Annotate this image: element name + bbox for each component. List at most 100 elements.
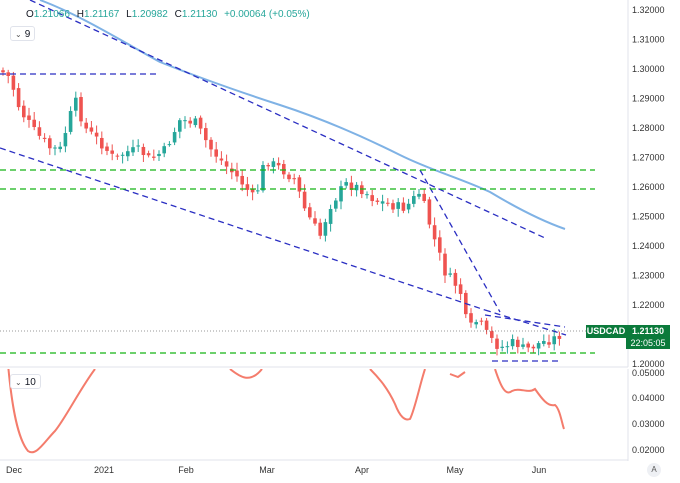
time-axis-label: 2021 <box>94 465 114 475</box>
candle-body <box>131 147 135 153</box>
candle-body <box>443 253 447 276</box>
auto-scale-icon[interactable]: A <box>647 463 661 477</box>
indicator-axis-label: 0.03000 <box>632 419 665 429</box>
candle-body <box>516 339 520 348</box>
trend-line[interactable] <box>0 147 486 311</box>
indicator-legend[interactable]: ⌄ 10 <box>10 374 41 389</box>
candle-body <box>245 184 250 190</box>
candle-body <box>375 200 380 202</box>
candle-body <box>448 273 452 275</box>
candle-body <box>453 272 458 286</box>
candle-body <box>349 182 354 190</box>
candle-body <box>412 196 416 204</box>
price-axis-label: 1.30000 <box>632 64 665 74</box>
candle-body <box>490 331 494 338</box>
trend-lines[interactable] <box>0 0 595 362</box>
candle-body <box>474 322 478 325</box>
candle-body <box>58 146 62 150</box>
candle-body <box>235 170 239 177</box>
candle-body <box>287 174 291 180</box>
candle-body <box>94 132 99 137</box>
price-axis-label: 1.22000 <box>632 300 665 310</box>
price-axis-label: 1.29000 <box>632 94 665 104</box>
candle-body <box>11 75 16 90</box>
indicator-pane[interactable]: 0.05000 0.04000 0.03000 0.02000 <box>0 369 680 461</box>
chevron-down-icon[interactable]: ⌄ <box>15 30 22 39</box>
price-pane[interactable]: 1.32000 1.31000 1.30000 1.29000 1.28000 1.270… <box>0 0 680 369</box>
price-axis-label: 1.25000 <box>632 212 665 222</box>
candle-body <box>136 145 140 147</box>
indicator-axis-label: 0.05000 <box>632 369 665 378</box>
price-axis-label: 1.24000 <box>632 241 665 251</box>
trend-line[interactable] <box>484 314 566 328</box>
candle-body <box>172 132 177 143</box>
close-label: C <box>174 9 182 20</box>
candle-body <box>313 218 317 224</box>
time-axis-label: Jun <box>532 465 547 475</box>
candle-body <box>531 346 536 349</box>
price-axis-label: 1.27000 <box>632 153 665 163</box>
candle-body <box>193 118 198 126</box>
time-axis-label: Apr <box>355 465 369 475</box>
candle-body <box>167 144 172 146</box>
candle-body <box>406 203 411 210</box>
close-value: 1.21130 <box>181 9 218 20</box>
time-axis-label: Feb <box>178 465 194 475</box>
high-value: 1.21167 <box>83 9 120 20</box>
price-axis[interactable]: 1.32000 1.31000 1.30000 1.29000 1.28000 1.270… <box>632 5 665 369</box>
time-axis[interactable]: Dec 2021 Feb Mar Apr May Jun <box>0 461 680 481</box>
candle-body <box>79 97 83 122</box>
candle-body <box>500 346 504 348</box>
chevron-down-icon[interactable]: ⌄ <box>15 378 22 387</box>
ma-legend-value: 9 <box>24 29 31 40</box>
moving-average-legend[interactable]: ⌄ 9 <box>10 26 36 41</box>
indicator-legend-value: 10 <box>24 377 36 388</box>
candle-body <box>370 195 374 202</box>
candle-body <box>240 175 244 185</box>
candlestick-series <box>1 67 562 356</box>
time-axis-label: Mar <box>259 465 275 475</box>
ohlc-legend: O1.21066 H1.21167 L1.20982 C1.21130 +0.0… <box>26 9 314 20</box>
candle-body <box>209 139 213 150</box>
candle-body <box>250 189 255 193</box>
high-label: H <box>76 9 84 20</box>
trend-line[interactable] <box>419 169 501 313</box>
candle-body <box>339 186 343 202</box>
indicator-axis-label: 0.02000 <box>632 445 665 455</box>
indicator-axis-label: 0.04000 <box>632 393 665 403</box>
candle-body <box>422 193 426 202</box>
candle-body <box>42 137 47 139</box>
candle-body <box>469 313 473 323</box>
candle-body <box>63 133 68 147</box>
candle-body <box>521 344 525 347</box>
candle-body <box>146 153 151 156</box>
price-axis-label: 1.28000 <box>632 123 665 133</box>
candle-body <box>162 146 166 154</box>
change-value: +0.00064 (+0.05%) <box>224 9 310 20</box>
candle-body <box>495 338 499 349</box>
last-price-value: 1.21130 <box>631 326 665 336</box>
indicator-axis[interactable]: 0.05000 0.04000 0.03000 0.02000 <box>632 369 665 455</box>
candle-body <box>204 128 208 141</box>
candle-body <box>48 138 52 149</box>
candle-body <box>391 203 395 210</box>
candle-body <box>438 237 442 253</box>
price-axis-label: 1.23000 <box>632 271 665 281</box>
candle-body <box>1 70 5 73</box>
candle-body <box>479 320 484 322</box>
price-axis-label: 1.32000 <box>632 5 665 15</box>
candle-body <box>380 201 385 204</box>
candle-body <box>365 194 369 196</box>
candle-body <box>198 117 203 129</box>
candle-body <box>224 161 229 167</box>
candle-body <box>318 222 322 236</box>
open-value: 1.21066 <box>33 9 70 20</box>
candle-body <box>557 335 562 339</box>
indicator-line <box>7 369 565 454</box>
trend-line[interactable] <box>29 0 546 239</box>
candle-body <box>37 127 42 136</box>
candle-body <box>282 164 286 175</box>
candle-body <box>354 184 359 191</box>
last-price-tag: 1.21130 22:05:05 <box>626 325 670 349</box>
